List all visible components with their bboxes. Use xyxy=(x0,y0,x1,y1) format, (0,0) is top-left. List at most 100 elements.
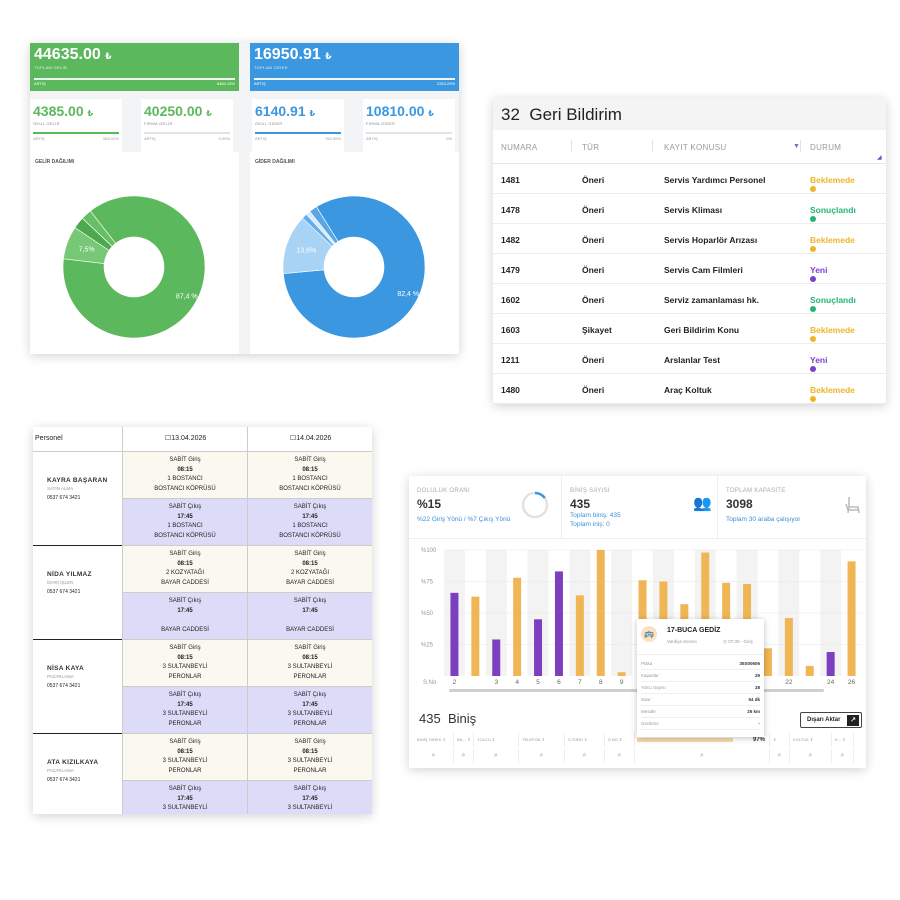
personnel-cell[interactable]: KAYRA BAŞARAN SATIN ALMA 0537 674 3421 xyxy=(33,452,122,546)
table-column-header[interactable]: KOLTUK ⇕ xyxy=(790,733,832,747)
bar[interactable] xyxy=(513,577,522,676)
bar[interactable] xyxy=(575,595,584,676)
table-column-header[interactable]: ⇕ xyxy=(770,733,790,747)
feedback-title: Geri Bildirim xyxy=(529,105,622,124)
search-icon[interactable]: ⌕ xyxy=(617,752,622,759)
bar[interactable] xyxy=(596,550,605,676)
bar[interactable] xyxy=(701,552,710,676)
table-column-header[interactable]: K... ⇕ xyxy=(832,733,854,747)
donut-slice[interactable] xyxy=(81,210,116,247)
feedback-row[interactable]: 1480 Öneri Araç Koltuk Beklemede xyxy=(493,374,886,404)
search-icon[interactable]: ⌕ xyxy=(431,752,436,759)
corner-resize-icon[interactable]: ◢ xyxy=(877,155,882,161)
shift-exit-cell[interactable]: SABİT Çıkış 17:45 BAYAR CADDESİ xyxy=(247,593,372,640)
bar[interactable] xyxy=(450,592,459,676)
sort-icon[interactable]: ⇕ xyxy=(773,737,777,742)
shift-exit-cell[interactable]: SABİT Çıkış 17:45 3 SULTANBEYLİ PERONLAR xyxy=(247,781,372,814)
search-icon[interactable]: ⌕ xyxy=(461,752,466,759)
shift-exit-cell[interactable]: SABİT Çıkış 17:45 1 BOSTANCI BOSTANCI KÖPRÜ… xyxy=(122,499,247,546)
feedback-row[interactable]: 1603 Şikayet Geri Bildirim Konu Beklemede xyxy=(493,314,886,344)
column-search[interactable]: ⌕ xyxy=(474,749,519,763)
search-icon[interactable]: ⌕ xyxy=(539,752,544,759)
column-search[interactable]: ⌕ xyxy=(519,749,565,763)
feedback-row[interactable]: 1481 Öneri Servis Yardımcı Personel Bekleme… xyxy=(493,164,886,194)
column-search[interactable]: ⌕ xyxy=(832,749,854,763)
col-durum[interactable]: DURUM xyxy=(810,143,842,152)
shift-entry-cell[interactable]: SABİT Giriş 08:15 2 KOZYATAĞI BAYAR CADDESİ xyxy=(122,546,247,593)
shift-entry-cell[interactable]: SABİT Giriş 08:15 3 SULTANBEYLİ PERONLAR xyxy=(122,640,247,687)
bar[interactable] xyxy=(784,618,793,676)
shift-exit-cell[interactable]: SABİT Çıkış 17:45 BAYAR CADDESİ xyxy=(122,593,247,640)
column-search[interactable]: ⌕ xyxy=(770,749,790,763)
date-2-label[interactable]: ☐14.04.2026 xyxy=(290,435,332,442)
bar[interactable] xyxy=(847,561,856,676)
bar[interactable] xyxy=(554,571,563,676)
sort-icon[interactable]: ⇕ xyxy=(617,737,623,742)
search-icon[interactable]: ⌕ xyxy=(700,752,704,759)
shift-entry-cell[interactable]: SABİT Giriş 08:15 1 BOSTANCI BOSTANCI KÖPRÜ… xyxy=(247,452,372,499)
bar[interactable] xyxy=(617,672,626,676)
sort-desc-icon[interactable]: ▼ xyxy=(793,143,801,150)
shift-exit-cell[interactable]: SABİT Çıkış 17:45 3 SULTANBEYLİ PERONLAR xyxy=(122,687,247,734)
feedback-row[interactable]: 1602 Öneri Serviz zamanlaması hk. Sonuçland… xyxy=(493,284,886,314)
column-search[interactable]: ⌕ xyxy=(635,749,770,763)
sort-icon[interactable]: ⇕ xyxy=(490,737,496,742)
search-icon[interactable]: ⌕ xyxy=(777,752,782,759)
column-search[interactable]: ⌕ xyxy=(790,749,832,763)
feedback-row[interactable]: 1479 Öneri Servis Cam Filmleri Yeni xyxy=(493,254,886,284)
income-total-card[interactable]: 44635.00 ₺ TOPLAM GELİR ARTIŞ 8484.15% xyxy=(30,43,239,91)
bar[interactable] xyxy=(534,619,543,676)
personnel-cell[interactable]: NİDA YILMAZ İDARİ İŞLER 0537 674 3421 xyxy=(33,546,122,640)
shift-exit-cell[interactable]: SABİT Çıkış 17:45 1 BOSTANCI BOSTANCI KÖPRÜ… xyxy=(247,499,372,546)
sort-icon[interactable]: ⇕ xyxy=(540,737,545,742)
table-column-header[interactable]: S.TÜRÜ ⇕ xyxy=(565,733,605,747)
column-search[interactable]: ⌕ xyxy=(454,749,474,763)
sort-icon[interactable]: ⇕ xyxy=(582,737,588,742)
bar[interactable] xyxy=(805,665,814,676)
bar[interactable] xyxy=(471,596,480,676)
shift-entry-cell[interactable]: SABİT Giriş 08:15 1 BOSTANCI BOSTANCI KÖPRÜ… xyxy=(122,452,247,499)
donut-slice[interactable] xyxy=(309,206,339,244)
shift-exit-cell[interactable]: SABİT Çıkış 17:45 3 SULTANBEYLİ PERONLAR xyxy=(122,781,247,814)
feedback-row[interactable]: 1211 Öneri Arslanlar Test Yeni xyxy=(493,344,886,374)
col-kayit-konusu[interactable]: KAYIT KONUSU xyxy=(664,143,727,152)
search-icon[interactable]: ⌕ xyxy=(840,752,845,759)
bar[interactable] xyxy=(763,648,772,676)
expense-donut-chart[interactable]: 82,4 % 13,6% xyxy=(250,152,459,354)
table-column-header[interactable]: TELEFON ⇕ xyxy=(519,733,565,747)
date-1-label[interactable]: ☐13.04.2026 xyxy=(165,435,207,442)
shift-entry-cell[interactable]: SABİT Giriş 08:15 2 KOZYATAĞI BAYAR CADDESİ xyxy=(247,546,372,593)
bar[interactable] xyxy=(826,652,835,676)
shift-entry-cell[interactable]: SABİT Giriş 08:15 3 SULTANBEYLİ PERONLAR xyxy=(122,734,247,781)
column-search[interactable]: ⌕ xyxy=(414,749,454,763)
shift-entry-cell[interactable]: SABİT Giriş 08:15 3 SULTANBEYLİ PERONLAR xyxy=(247,734,372,781)
column-search[interactable]: ⌕ xyxy=(565,749,605,763)
col-numara[interactable]: NUMARA xyxy=(501,143,538,152)
table-column-header[interactable]: BİNİŞ TARİHİ ⇕ xyxy=(414,733,454,747)
bar[interactable] xyxy=(492,639,501,676)
sort-icon[interactable]: ⇕ xyxy=(841,737,846,742)
table-column-header[interactable]: BİL... ⇕ xyxy=(454,733,474,747)
search-icon[interactable]: ⌕ xyxy=(494,752,498,759)
donut-slice[interactable] xyxy=(62,195,206,339)
sort-icon[interactable]: ⇕ xyxy=(808,737,814,742)
shift-entry-cell[interactable]: SABİT Giriş 08:15 3 SULTANBEYLİ PERONLAR xyxy=(247,640,372,687)
search-icon[interactable]: ⌕ xyxy=(582,752,587,759)
expense-total-card[interactable]: 16950.91 ₺ TOPLAM GİDER ARTIŞ 2254.29% xyxy=(250,43,459,91)
personnel-cell[interactable]: NİSA KAYA PAZARLAMA 0537 674 3421 xyxy=(33,640,122,734)
sort-icon[interactable]: ⇕ xyxy=(441,737,446,742)
export-button[interactable]: Dışarı Aktar ↗ xyxy=(800,712,862,728)
table-column-header[interactable]: S.NO ⇕ xyxy=(605,733,635,747)
feedback-row[interactable]: 1482 Öneri Servis Hoparlör Arızası Beklemed… xyxy=(493,224,886,254)
shift-exit-cell[interactable]: SABİT Çıkış 17:45 3 SULTANBEYLİ PERONLAR xyxy=(247,687,372,734)
column-search[interactable]: ⌕ xyxy=(605,749,635,763)
income-donut-chart[interactable]: 87,4 % 7,5% xyxy=(30,152,239,354)
col-tur[interactable]: TÜR xyxy=(582,143,600,152)
donut-slice[interactable] xyxy=(282,195,426,339)
table-column-header[interactable]: 97% xyxy=(635,733,770,747)
search-icon[interactable]: ⌕ xyxy=(808,752,813,759)
feedback-row[interactable]: 1478 Öneri Servis Kliması Sonuçlandı xyxy=(493,194,886,224)
personnel-cell[interactable]: ATA KIZILKAYA PAZARLAMA 0537 674 3421 xyxy=(33,734,122,814)
sort-icon[interactable]: ⇕ xyxy=(466,737,471,742)
table-column-header[interactable]: YOLCU ⇕ xyxy=(474,733,519,747)
